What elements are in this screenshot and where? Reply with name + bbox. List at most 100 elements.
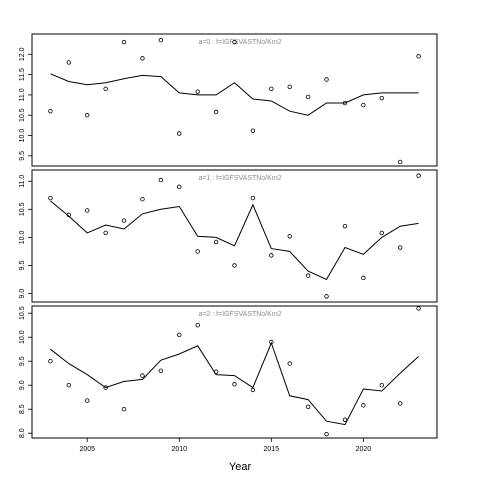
data-point [140,197,145,202]
data-point [232,263,237,268]
data-point [232,382,237,387]
data-point [361,403,366,408]
data-point [416,306,421,311]
x-tick-label: 2015 [264,446,280,453]
y-tick-label: 9.0 [19,289,26,299]
data-point [416,173,421,178]
data-point [397,159,403,165]
y-tick-label: 11.5 [19,68,26,81]
y-tick-label: 9.0 [19,380,26,390]
y-tick-label: 10.5 [19,202,26,216]
y-tick-label: 9.5 [19,151,26,161]
data-point [103,230,108,236]
y-tick-label: 9.5 [19,356,26,366]
data-point [305,404,311,409]
data-point [48,108,53,114]
panel-2: 8.0 8.5 9.0 9.5 10.0 10.5 a=2 : f=IGFSVASTNo/K… [19,305,438,439]
x-axis-label: Year [229,461,252,473]
data-point [85,208,90,213]
data-point [195,323,200,328]
panel-frame [31,169,438,303]
x-tick-label: 2010 [171,446,187,453]
data-point [177,131,182,136]
y-tick-label: 10.5 [19,108,26,122]
data-point [213,369,219,374]
data-point [121,407,127,412]
data-point [158,37,164,43]
series-line [50,341,419,426]
data-point [379,383,384,388]
data-point [269,339,274,345]
panel-frame [31,305,438,439]
series-line [50,200,419,281]
panel-annotation: a=2 : f=IGFSVASTNo/Km2 [198,311,281,318]
data-point [361,275,366,281]
data-point [103,385,108,390]
y-tick-label: 10.0 [19,330,26,344]
data-point [213,239,219,245]
data-point [121,218,127,223]
y-tick-label: 10.0 [19,129,26,143]
data-point [232,39,237,45]
data-point [342,100,348,106]
data-point [48,195,53,201]
series-line [50,73,419,116]
data-point [85,398,90,403]
data-point [324,294,329,299]
x-tick-label: 2020 [356,446,372,453]
data-point [287,84,292,89]
data-point [250,387,256,393]
data-point [416,54,421,59]
panel-frame [31,33,438,167]
panel-annotation: a=1 : f=IGFSVASTNo/Km2 [198,175,281,182]
y-tick-label: 11.0 [19,88,26,101]
data-point [103,86,108,92]
panel-1: 9.0 9.5 10.0 10.5 11.0 a=1 : f=IGFSVASTNo/Km2 [19,169,438,303]
data-point [269,253,274,258]
x-tick-label: 2005 [79,446,95,453]
data-point [250,128,256,133]
data-point [379,95,384,101]
data-point [342,417,348,422]
y-tick-label: 9.5 [19,261,26,271]
data-point [177,184,182,190]
data-point [121,39,127,45]
data-point [158,368,164,373]
data-point [287,234,292,239]
data-point [287,361,292,366]
data-point [361,102,366,108]
data-point [140,373,145,378]
chart-panels: 9.5 10.0 10.5 11.0 11.5 12.0 a=0 : f=IGFSVASTN… [19,33,438,439]
data-point [177,332,182,337]
y-tick-label: 12.0 [19,47,26,61]
data-point [48,359,53,364]
panel-0: 9.5 10.0 10.5 11.0 11.5 12.0 a=0 : f=IGFSVASTN… [19,33,438,167]
data-point [342,223,348,229]
data-point [66,212,72,218]
y-tick-label: 10.0 [19,230,26,244]
data-point [397,245,403,250]
y-tick-label: 8.0 [19,428,26,438]
data-point [158,177,164,183]
data-point [269,86,274,92]
x-axis: 2005 2010 2015 2020 [79,438,371,453]
data-point [250,195,256,201]
y-tick-label: 11.0 [19,175,26,188]
data-point [66,60,72,65]
data-point [397,401,403,406]
data-point [324,431,329,437]
data-point [305,94,311,100]
data-point [85,113,90,118]
y-tick-label: 10.5 [19,306,26,320]
data-point [305,273,311,278]
data-point [324,77,329,82]
data-point [195,249,200,254]
data-point [195,89,200,94]
data-point [140,56,145,61]
panel-annotation: a=0 : f=IGFSVASTNo/Km2 [198,39,281,46]
data-point [66,383,72,388]
data-point [213,109,219,115]
data-point [379,230,384,236]
y-tick-label: 8.5 [19,404,26,414]
